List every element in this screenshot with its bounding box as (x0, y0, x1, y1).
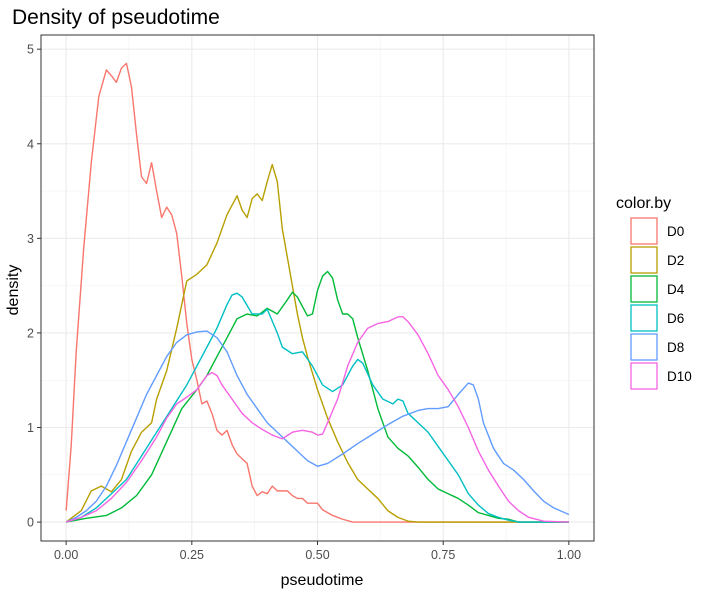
legend-label: D8 (667, 340, 684, 355)
y-tick-label: 0 (27, 516, 34, 530)
legend-title: color.by (616, 195, 671, 212)
series-line-d6 (65, 292, 569, 523)
series-line-d0 (65, 62, 569, 523)
legend-key (630, 217, 658, 245)
x-tick-label: 0.25 (180, 548, 204, 562)
y-axis-title: density (5, 265, 22, 316)
series-line-d2 (65, 163, 569, 523)
y-axis: 0 1 2 3 4 5 (27, 43, 41, 530)
legend-item-d0: D0 (630, 217, 684, 245)
legend-item-d2: D2 (630, 246, 684, 274)
grid-major (41, 35, 594, 541)
legend-item-d10: D10 (630, 362, 692, 390)
legend-item-d6: D6 (630, 304, 684, 332)
legend: color.by D0 D2 D4 D6 D8 D10 (616, 195, 692, 390)
series-line-d4 (66, 270, 569, 523)
legend-label: D10 (667, 369, 692, 384)
x-tick-label: 0.00 (54, 548, 78, 562)
legend-key (630, 362, 658, 390)
legend-key (630, 333, 658, 361)
x-axis: 0.00 0.25 0.50 0.75 1.00 (54, 541, 581, 562)
legend-label: D6 (667, 311, 684, 326)
legend-label: D4 (667, 282, 685, 297)
chart-title: Density of pseudotime (12, 6, 220, 29)
x-tick-label: 0.50 (305, 548, 329, 562)
legend-item-d4: D4 (630, 275, 685, 303)
legend-label: D2 (667, 253, 684, 268)
legend-key (630, 304, 658, 332)
x-axis-title: pseudotime (281, 572, 364, 589)
legend-key (630, 246, 658, 274)
series-line-d8 (65, 330, 570, 523)
y-tick-label: 5 (27, 43, 34, 57)
legend-item-d8: D8 (630, 333, 684, 361)
legend-label: D0 (667, 224, 684, 239)
y-tick-label: 3 (27, 232, 34, 246)
x-tick-label: 1.00 (557, 548, 581, 562)
y-tick-label: 2 (27, 326, 34, 340)
legend-key (630, 275, 658, 303)
x-tick-label: 0.75 (431, 548, 455, 562)
series-group (65, 62, 570, 523)
y-tick-label: 4 (27, 137, 34, 151)
series-line-d10 (65, 316, 569, 523)
y-tick-label: 1 (27, 421, 34, 435)
